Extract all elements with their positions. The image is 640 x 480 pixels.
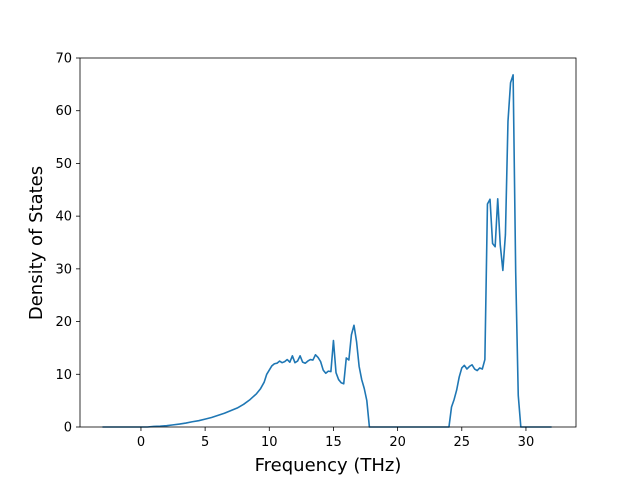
y-tick-label: 60: [55, 104, 72, 119]
y-tick-label: 30: [55, 262, 72, 277]
x-tick-label: 15: [325, 435, 342, 450]
plot-area: [79, 57, 577, 428]
x-tick-label: 20: [389, 435, 406, 450]
x-tick-label: 5: [201, 435, 209, 450]
y-axis-ticks: 0 10 20 30 40 50 60 70: [55, 52, 80, 436]
y-tick-label: 0: [64, 421, 72, 436]
x-tick-label: 30: [518, 435, 535, 450]
x-tick-label: 25: [454, 435, 471, 450]
x-axis-label: Frequency (THz): [255, 455, 402, 476]
y-tick-label: 50: [55, 157, 72, 172]
y-tick-label: 40: [55, 210, 72, 225]
y-axis-label: Density of States: [26, 166, 47, 320]
dos-series-line: [102, 74, 552, 428]
y-tick-label: 10: [55, 368, 72, 383]
axes-frame: [79, 57, 577, 428]
x-tick-label: 0: [137, 435, 145, 450]
y-tick-label: 70: [55, 52, 72, 67]
x-tick-label: 10: [261, 435, 278, 450]
x-axis-ticks: 0 5 10 15 20 25 30: [137, 427, 534, 450]
y-tick-label: 20: [55, 315, 72, 330]
